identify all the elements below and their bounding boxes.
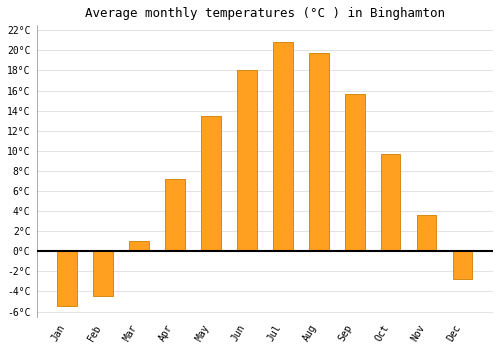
Bar <box>309 54 328 251</box>
Title: Average monthly temperatures (°C ) in Binghamton: Average monthly temperatures (°C ) in Bi… <box>85 7 445 20</box>
Bar <box>58 251 77 307</box>
Bar <box>416 215 436 251</box>
Bar <box>201 116 221 251</box>
Bar <box>165 179 185 251</box>
Bar <box>380 154 400 251</box>
Bar <box>345 93 364 251</box>
Bar <box>94 251 113 296</box>
Bar <box>130 241 149 251</box>
Bar <box>273 42 292 251</box>
Bar <box>237 70 257 251</box>
Bar <box>452 251 472 279</box>
